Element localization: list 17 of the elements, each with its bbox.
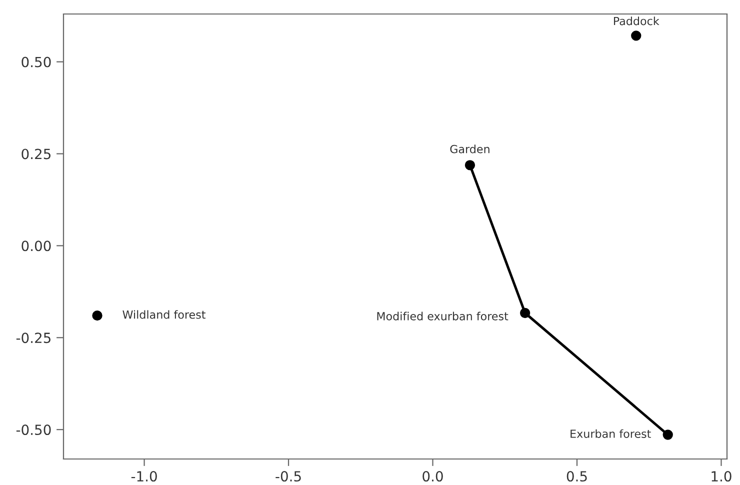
annotation: Exurban forest [570, 429, 651, 438]
annotation: Paddock [614, 16, 660, 26]
x-tick-label: -0.5 [276, 471, 301, 482]
y-tick-label: 0.00 [22, 240, 51, 252]
x-tick-label: 1.0 [712, 471, 732, 482]
x-tick-label: 0.5 [566, 471, 587, 482]
x-tick-label: 0.0 [422, 471, 443, 482]
y-tick-label: -0.50 [16, 424, 51, 436]
y-tick-label: -0.25 [16, 332, 50, 344]
point [92, 310, 102, 321]
x-tick-label: -1.0 [131, 471, 157, 482]
annotation: Modified exurban forest [377, 312, 508, 320]
point [631, 30, 642, 41]
annotation: Garden [450, 144, 490, 154]
y-tick-label: 0.25 [22, 148, 50, 160]
annotation: Wildland forest [122, 310, 206, 319]
y-tick-label: 0.50 [22, 56, 51, 68]
